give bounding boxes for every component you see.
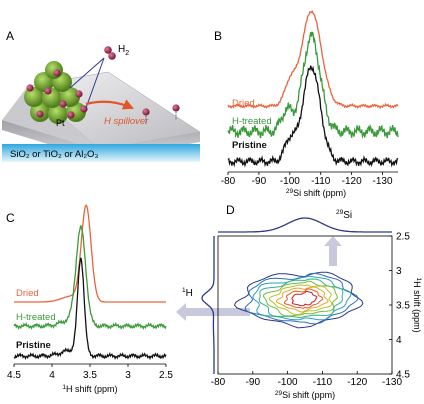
- c-series-line-pristine: [13, 257, 167, 361]
- b-x-axis-title: 29Si shift (ppm): [286, 188, 346, 198]
- support-band: [2, 144, 200, 162]
- b-x-tick-label: -130: [373, 176, 393, 187]
- h2-molecule: [104, 46, 116, 60]
- legend-label-pristine: Pristine: [232, 140, 267, 151]
- d-x-tick-label: -80: [211, 377, 226, 388]
- c-x-tick-label: 4.5: [7, 370, 21, 381]
- b-x-tick-label: -90: [252, 176, 267, 187]
- c-x-tick-label: 3: [125, 370, 131, 381]
- silicon-label: 29Si: [336, 209, 352, 221]
- d-left-projection: [201, 236, 215, 374]
- d-y-tick-label: 4: [396, 335, 402, 346]
- c-legend-label-h-treated: H-treated: [16, 312, 56, 323]
- b-x-tick-label: -80: [221, 176, 236, 187]
- d-x-tick-label: -110: [313, 377, 333, 388]
- panel-b-letter: B: [214, 29, 222, 43]
- c-legend-label-pristine: Pristine: [16, 340, 51, 351]
- d-plot-frame: [217, 235, 393, 375]
- c-x-tick-label: 4: [49, 370, 55, 381]
- d-top-projection: [218, 217, 392, 233]
- dissociation-arrow: [85, 57, 105, 109]
- d-y-tick-label: 3.5: [396, 301, 410, 312]
- legend-label-h-treated: H-treated: [232, 116, 272, 127]
- panel-a-letter: A: [6, 29, 14, 43]
- h2-label: H2: [118, 44, 129, 57]
- contour-level: [258, 278, 344, 319]
- panel-a-schematic: A SiO₂ or TiO₂ or Al₂O₃ Pt: [2, 29, 201, 162]
- series-line-dried: [227, 9, 399, 110]
- d-y-tick-label: 3: [396, 266, 402, 277]
- d-x-tick-label: -130: [382, 377, 402, 388]
- contour-level: [283, 288, 324, 309]
- contour-level: [268, 284, 333, 316]
- contour-level: [252, 275, 352, 321]
- d-x-tick-label: -90: [246, 377, 261, 388]
- d-x-tick-label: -100: [278, 377, 298, 388]
- d-x-tick-label: -120: [347, 377, 367, 388]
- spilled-hydrogen: [142, 104, 180, 124]
- support-label: SiO₂ or TiO₂ or Al₂O₃: [10, 149, 98, 160]
- series-line-pristine: [227, 65, 399, 168]
- series-line-h-treated: [227, 31, 399, 139]
- proton-label: 1H: [182, 287, 193, 299]
- contour-level: [275, 286, 329, 313]
- panel-d-letter: D: [226, 203, 235, 217]
- b-x-tick-label: -100: [280, 176, 300, 187]
- spillover-arrow: [85, 99, 135, 110]
- legend-label-dried: Dried: [232, 98, 255, 109]
- d-x-axis-title: 29Si shift (ppm): [275, 390, 335, 400]
- panel-c-h-spectra: C Dried H-treated Pristine 4.5 4 3.5 3 2.5 1H s…: [6, 204, 173, 394]
- d-y-axis-title: 1H shift (ppm): [412, 277, 422, 332]
- dissociation-arrow: [69, 57, 105, 89]
- b-x-tick-label: -120: [342, 176, 362, 187]
- c-x-tick-label: 3.5: [83, 370, 97, 381]
- pt-label: Pt: [56, 118, 65, 128]
- projection-arrow-up: [324, 236, 342, 266]
- d-y-tick-label: 2.5: [396, 232, 410, 243]
- c-series-line-h-treated: [13, 225, 167, 331]
- b-x-tick-label: -110: [311, 176, 331, 187]
- c-legend-label-dried: Dried: [16, 288, 39, 299]
- contour-level: [291, 290, 318, 307]
- panel-c-letter: C: [6, 211, 15, 225]
- contour-level: [233, 271, 364, 329]
- spillover-label: H spillover: [104, 116, 149, 127]
- hydrogen-atoms-on-pt: [26, 69, 88, 119]
- panel-d-2d-correlation: D 29Si -80 -90 -100 -110 -120 -130 29Si shift …: [201, 203, 422, 400]
- c-x-tick-label: 2.5: [159, 370, 173, 381]
- c-x-axis-title: 1H shift (ppm): [62, 384, 117, 394]
- d-y-tick-label: 4.5: [396, 370, 410, 381]
- c-series-line-dried: [14, 204, 166, 303]
